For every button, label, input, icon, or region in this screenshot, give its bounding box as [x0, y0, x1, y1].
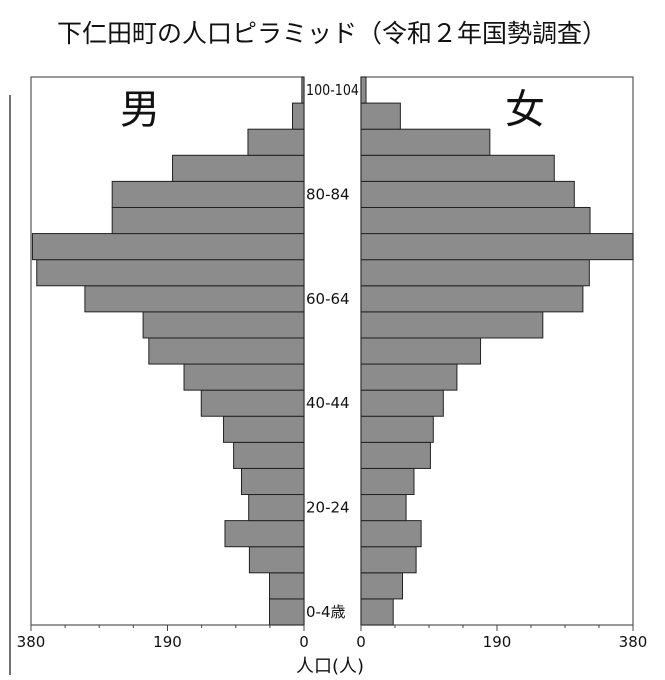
female-bar-70-74	[360, 233, 634, 261]
male-label: 男	[120, 87, 160, 133]
male-bar-75-79	[111, 206, 305, 235]
axis-ticks	[30, 625, 634, 631]
age-label: 80-84	[306, 185, 350, 203]
x-axis-label: 人口(人)	[296, 656, 364, 677]
female-bar-0-4	[360, 598, 394, 626]
male-bar-80-84	[111, 180, 305, 208]
male-bar-70-74	[31, 233, 305, 261]
female-bar-20-24	[360, 494, 407, 522]
x-tick-label: 380	[619, 633, 648, 651]
female-bar-65-69	[360, 259, 590, 287]
female-bar-85-89	[360, 154, 555, 182]
age-label: 0-4歳	[306, 603, 346, 621]
male-bar-20-24	[248, 494, 305, 522]
x-tick-label: 0	[356, 633, 366, 651]
female-bar-15-19	[360, 520, 422, 548]
female-bar-55-59	[360, 311, 544, 339]
male-bar-10-14	[248, 546, 305, 574]
male-bar-35-39	[223, 415, 305, 443]
male-bar-90-94	[247, 128, 305, 156]
female-bar-60-64	[360, 285, 584, 313]
female-bar-40-44	[360, 389, 444, 417]
x-tick-label: 190	[153, 633, 182, 651]
female-bar-90-94	[360, 128, 491, 156]
female-bars	[360, 76, 634, 626]
male-bar-0-4	[269, 598, 305, 626]
male-bar-95-99	[292, 102, 305, 130]
male-bar-15-19	[224, 520, 305, 548]
x-tick-label: 0	[299, 633, 309, 651]
male-bar-30-34	[233, 441, 305, 469]
female-bar-45-49	[360, 363, 458, 391]
age-label: 60-64	[306, 290, 350, 308]
chart-title: 下仁田町の人口ピラミッド（令和２年国勢調査）	[57, 19, 607, 48]
age-labels: 0-4歳 20-24 40-44 60-64 80-84 100-104	[306, 81, 359, 621]
male-bar-40-44	[200, 389, 305, 417]
male-bars	[31, 76, 305, 626]
female-label: 女	[505, 87, 545, 133]
female-bar-95-99	[360, 102, 401, 130]
female-bar-25-29	[360, 467, 415, 496]
x-tick-label: 190	[483, 633, 512, 651]
age-label: 100-104	[306, 81, 359, 99]
male-bar-5-9	[269, 572, 305, 600]
age-label: 20-24	[306, 499, 350, 517]
female-bar-50-54	[360, 337, 482, 365]
male-bar-25-29	[240, 467, 305, 496]
x-tick-label: 380	[17, 633, 46, 651]
female-bar-80-84	[360, 180, 575, 208]
male-bar-60-64	[84, 285, 305, 313]
male-bar-45-49	[183, 363, 305, 391]
x-tick-labels: 380 190 0 0 190 380	[17, 633, 648, 651]
female-bar-5-9	[360, 572, 404, 600]
female-bar-35-39	[360, 415, 434, 443]
female-bar-30-34	[360, 441, 431, 469]
male-bar-65-69	[36, 259, 305, 287]
female-bar-10-14	[360, 546, 417, 574]
male-bar-100-104	[301, 76, 305, 104]
age-label: 40-44	[306, 394, 350, 412]
female-bar-100-104	[360, 76, 367, 104]
male-bar-85-89	[172, 154, 305, 182]
female-bar-75-79	[360, 206, 591, 235]
male-bar-50-54	[148, 337, 305, 365]
male-bar-55-59	[142, 311, 305, 339]
